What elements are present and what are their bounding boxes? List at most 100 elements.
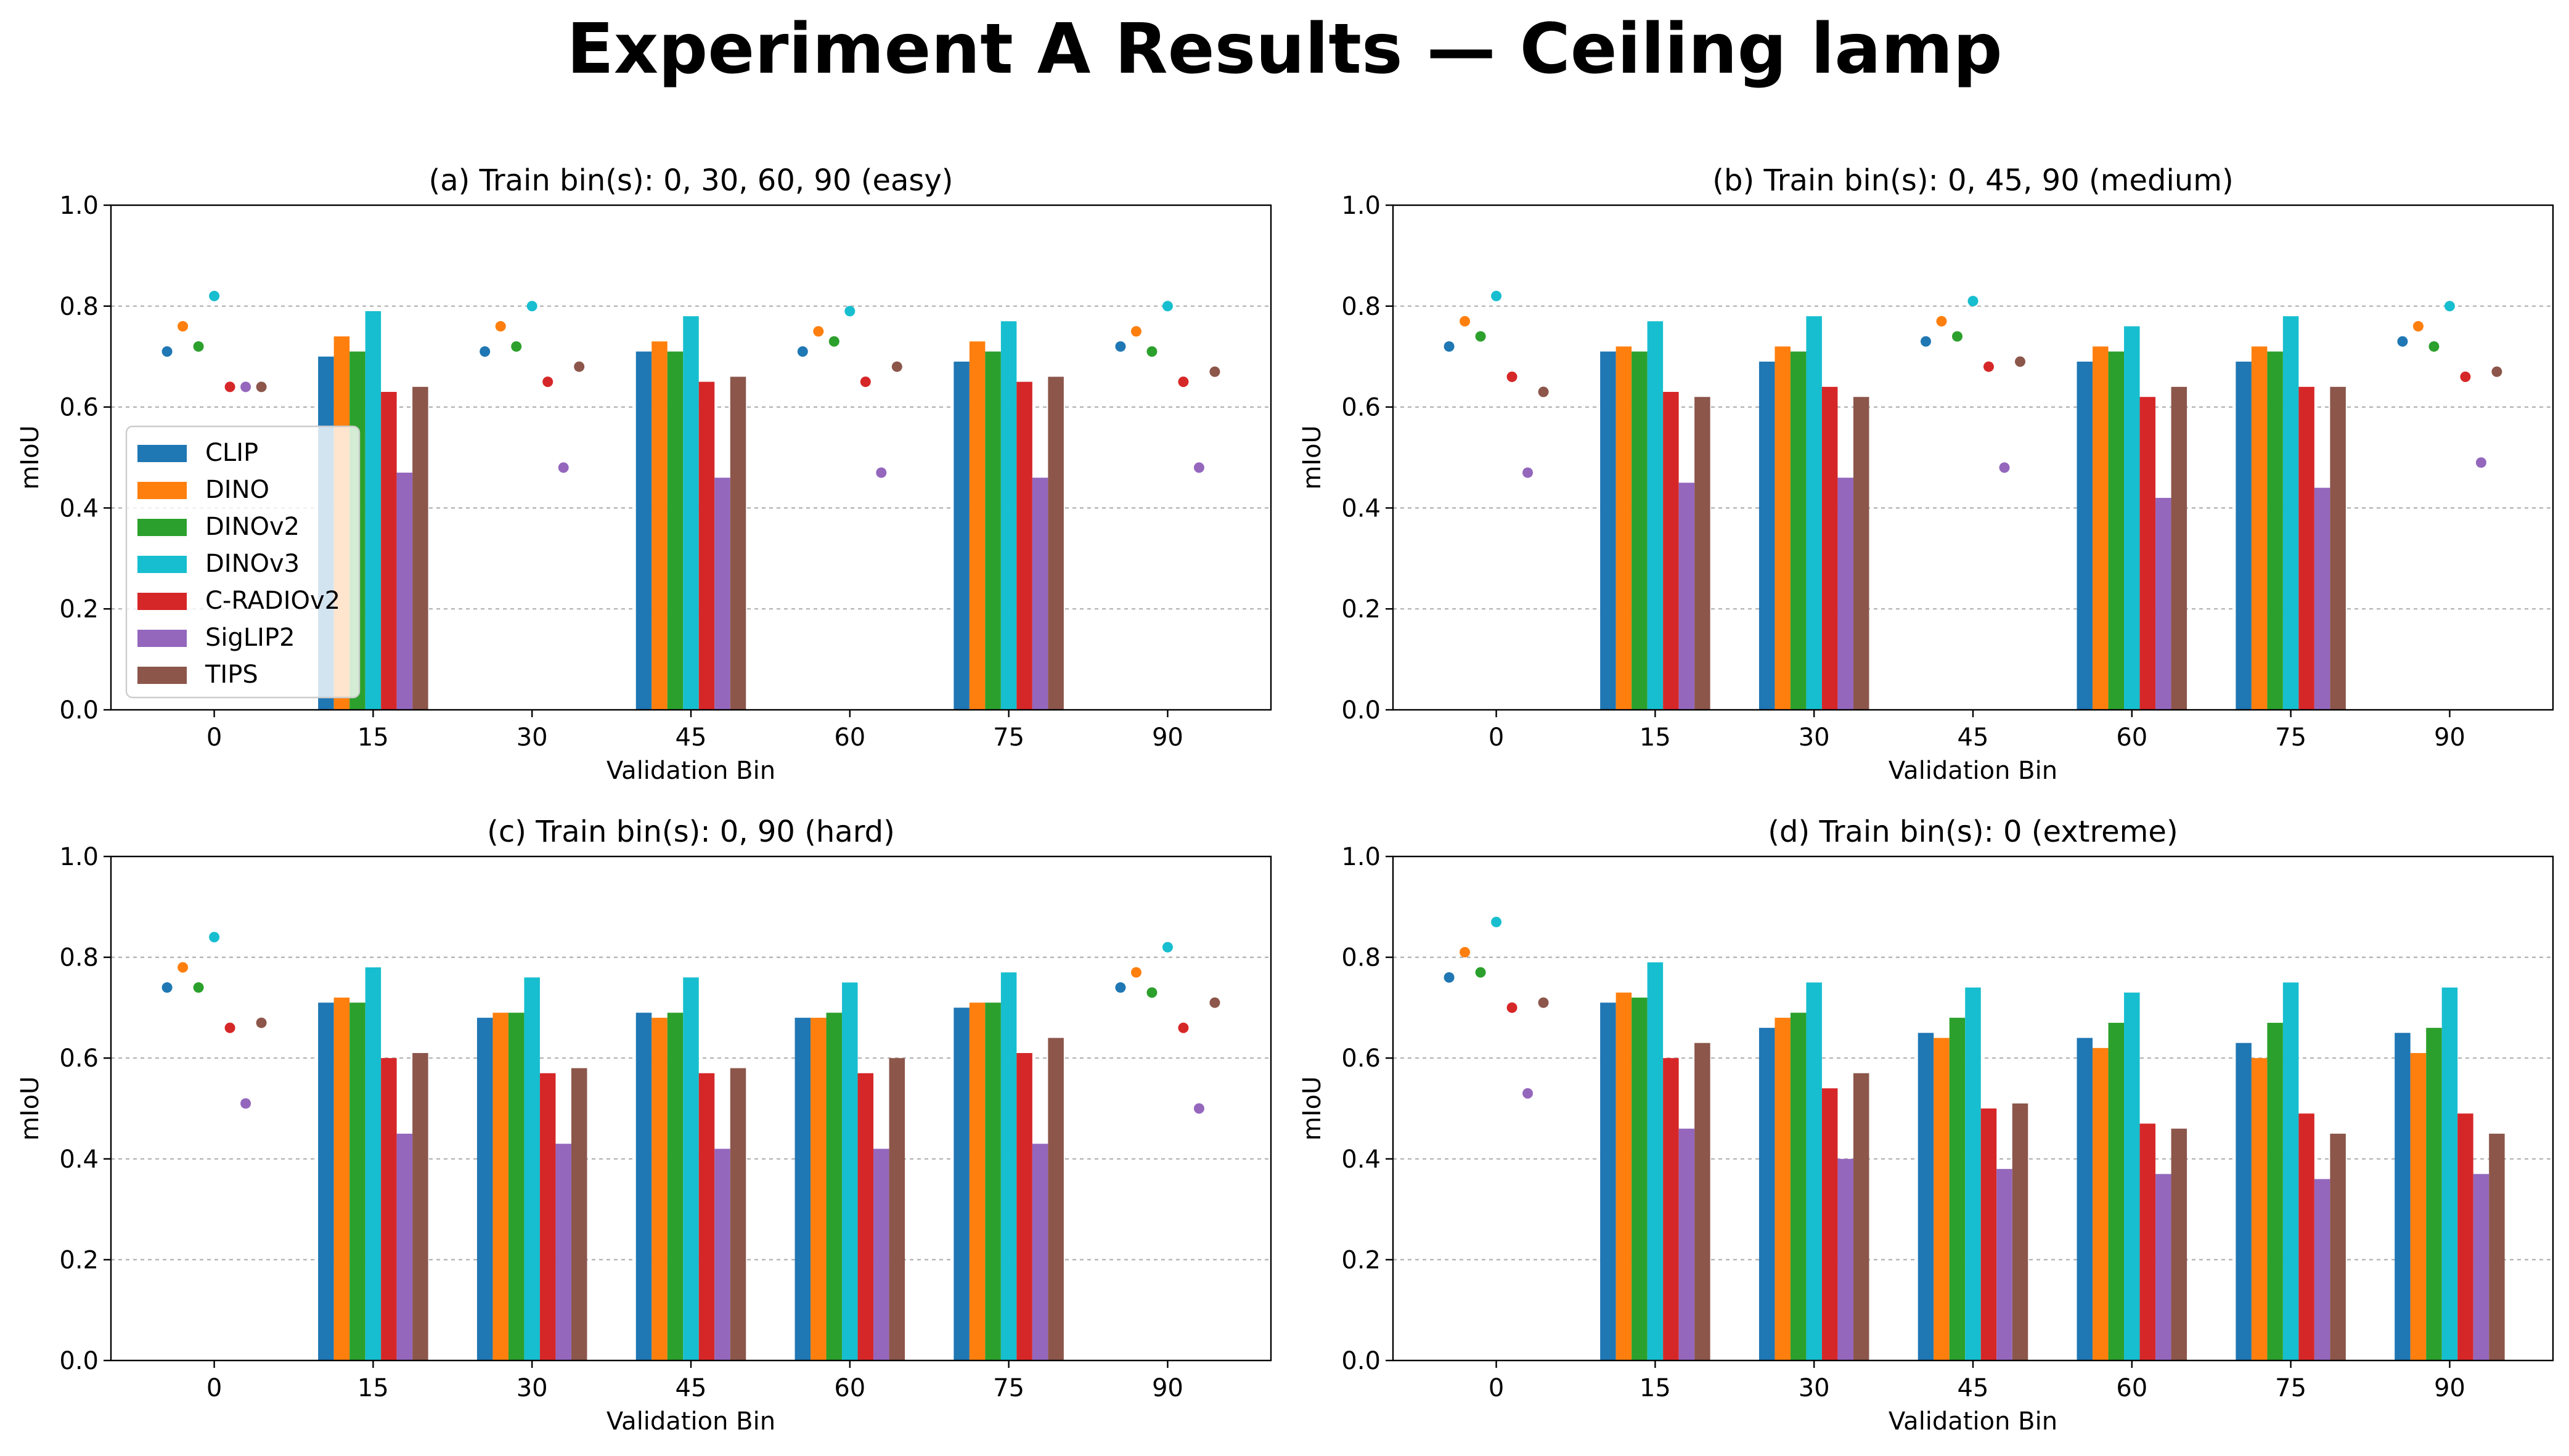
subplot-d: 0.0 0.2 0.4 0.6 0.8 1.0 0 15 30 45 60 75 90 (d) Train… xyxy=(1298,815,2554,1436)
figure-title: Experiment A Results — Ceiling lamp xyxy=(566,9,2003,89)
bar-clip-60 xyxy=(2077,1038,2093,1360)
y-tick-label: 0.0 xyxy=(1341,696,1381,725)
data-point-siglip2-0 xyxy=(1522,1088,1534,1099)
data-point-dino-30 xyxy=(495,321,506,332)
bar-dino-90 xyxy=(2410,1053,2427,1360)
data-point-tips-90 xyxy=(2491,366,2502,377)
subplot-c: 0.0 0.2 0.4 0.6 0.8 1.0 0 15 30 45 60 75 90 (c) Train… xyxy=(16,815,1272,1436)
data-point-c-radiov2-0 xyxy=(1506,371,1517,382)
bar-clip-15 xyxy=(1600,1003,1616,1360)
x-tick-label: 15 xyxy=(1640,723,1671,752)
y-tick-label: 0.0 xyxy=(59,1347,99,1375)
y-tick-label: 0.0 xyxy=(1341,1347,1381,1375)
legend-swatch-clip xyxy=(137,445,187,462)
legend-swatch-dinov2 xyxy=(137,519,187,536)
data-point-dinov3-0 xyxy=(1491,290,1502,301)
data-point-siglip2-0 xyxy=(240,381,251,392)
x-tick-label: 75 xyxy=(2275,723,2306,752)
bar-c-radiov2-75 xyxy=(1016,381,1032,710)
data-point-siglip2-30 xyxy=(558,462,569,473)
bar-tips-15 xyxy=(412,386,428,710)
bar-tips-30 xyxy=(571,1068,587,1360)
y-tick-label: 0.6 xyxy=(59,1044,99,1073)
bar-siglip2-45 xyxy=(714,478,730,710)
bar-dinov2-45 xyxy=(1949,1017,1966,1360)
bar-c-radiov2-90 xyxy=(2457,1113,2473,1360)
subplot-a: 0.0 0.2 0.4 0.6 0.8 1.0 0 15 30 45 60 75 90 (a) Train… xyxy=(16,163,1272,785)
data-point-dinov3-90 xyxy=(1162,942,1173,953)
bar-siglip2-90 xyxy=(2473,1174,2489,1360)
data-point-dino-60 xyxy=(813,326,824,337)
bar-dino-45 xyxy=(651,1017,668,1360)
x-tick-label: 0 xyxy=(1489,723,1504,752)
axes-frame xyxy=(110,855,1272,1362)
bar-dinov3-30 xyxy=(1806,316,1822,710)
bar-dinov2-60 xyxy=(826,1012,843,1360)
bar-siglip2-15 xyxy=(396,1133,413,1360)
bar-c-radiov2-45 xyxy=(1980,1108,1997,1360)
bar-siglip2-75 xyxy=(1032,1144,1048,1360)
bar-dinov3-30 xyxy=(524,977,540,1360)
legend-label-siglip2: SigLIP2 xyxy=(205,624,295,652)
bar-tips-30 xyxy=(1853,1073,1869,1360)
data-point-siglip2-60 xyxy=(876,467,887,478)
bar-dino-60 xyxy=(811,1017,827,1360)
x-tick-label: 45 xyxy=(676,723,707,752)
bar-dino-30 xyxy=(1775,1017,1791,1360)
y-tick-label: 1.0 xyxy=(59,192,99,220)
y-tick-label: 0.8 xyxy=(59,944,99,972)
bar-c-radiov2-15 xyxy=(381,392,397,710)
subplot-title: (b) Train bin(s): 0, 45, 90 (medium) xyxy=(1712,163,2233,198)
data-point-c-radiov2-30 xyxy=(542,376,553,388)
y-tick-label: 0.8 xyxy=(1341,944,1381,972)
x-tick-label: 30 xyxy=(517,723,548,752)
bar-siglip2-75 xyxy=(2314,487,2330,710)
data-point-dinov3-60 xyxy=(844,306,856,317)
x-tick-label: 15 xyxy=(357,1374,389,1402)
x-tick-label: 60 xyxy=(2116,1374,2147,1402)
y-axis-label: mIoU xyxy=(16,425,44,490)
data-point-siglip2-0 xyxy=(1522,467,1534,478)
x-tick-label: 60 xyxy=(2116,723,2147,752)
bar-dinov3-75 xyxy=(2282,316,2299,710)
bar-dino-75 xyxy=(969,1003,986,1360)
y-tick-label: 0.6 xyxy=(59,394,99,422)
bar-dino-30 xyxy=(1775,346,1791,710)
bar-tips-90 xyxy=(2489,1133,2505,1360)
bar-dinov3-75 xyxy=(1000,321,1017,710)
data-point-dinov3-0 xyxy=(1491,916,1502,927)
y-tick-label: 0.2 xyxy=(1341,1246,1381,1274)
bar-c-radiov2-15 xyxy=(1663,392,1679,710)
data-point-dinov3-45 xyxy=(1967,296,1979,307)
bar-siglip2-30 xyxy=(1837,1158,1853,1360)
data-point-dinov2-0 xyxy=(1475,331,1486,342)
bar-dinov3-75 xyxy=(1000,972,1017,1360)
bar-dinov2-60 xyxy=(2108,351,2125,710)
bar-dinov3-15 xyxy=(1647,962,1664,1360)
axes-frame xyxy=(1392,204,2554,711)
x-tick-label: 60 xyxy=(834,723,865,752)
bar-clip-75 xyxy=(954,361,970,710)
x-tick-label: 45 xyxy=(1958,723,1989,752)
bar-dinov3-45 xyxy=(683,977,699,1360)
y-tick-label: 0.4 xyxy=(1341,494,1381,523)
data-point-dino-90 xyxy=(2412,321,2424,332)
bar-siglip2-75 xyxy=(1032,478,1048,710)
bar-dinov3-30 xyxy=(1806,982,1822,1360)
bar-c-radiov2-30 xyxy=(539,1073,556,1360)
bar-dinov3-90 xyxy=(2441,987,2458,1360)
x-tick-label: 90 xyxy=(1152,723,1183,752)
subplot-b: 0.0 0.2 0.4 0.6 0.8 1.0 0 15 30 45 60 75 90 (b) Train… xyxy=(1298,163,2554,785)
data-point-clip-45 xyxy=(1921,336,1931,347)
bar-dinov2-75 xyxy=(2267,351,2283,710)
y-tick-label: 1.0 xyxy=(1341,192,1381,220)
data-point-clip-0 xyxy=(161,982,173,993)
bar-clip-30 xyxy=(1758,361,1775,710)
bar-tips-75 xyxy=(1048,376,1064,710)
bar-c-radiov2-75 xyxy=(2298,386,2314,710)
legend-swatch-dino xyxy=(137,482,187,499)
bar-dino-15 xyxy=(333,998,350,1360)
bar-siglip2-60 xyxy=(2155,1174,2171,1360)
data-point-clip-90 xyxy=(1115,341,1126,352)
bar-c-radiov2-30 xyxy=(1821,1088,1838,1360)
